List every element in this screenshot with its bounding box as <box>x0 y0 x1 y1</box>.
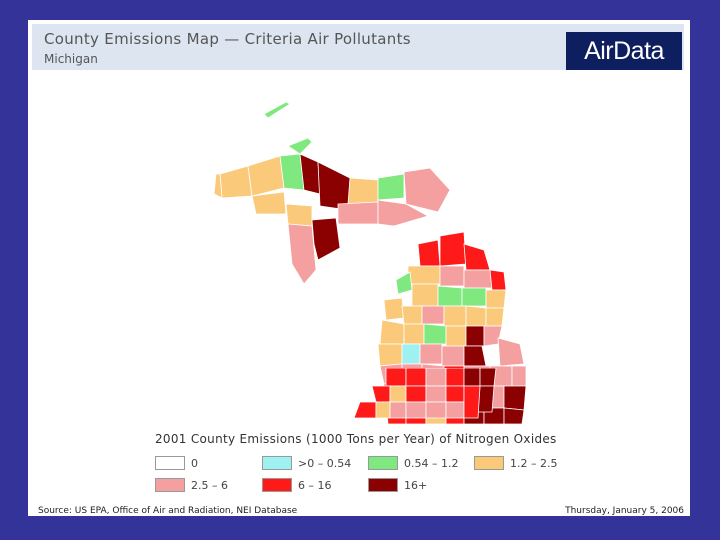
legend-swatch <box>262 456 292 470</box>
legend-swatch <box>155 456 185 470</box>
legend-label: 6 – 16 <box>298 478 332 492</box>
legend-label: 0 <box>191 456 198 470</box>
legend-item: 0.54 – 1.2 <box>368 456 458 470</box>
county-huron <box>497 337 525 367</box>
county-chippewa <box>403 167 451 213</box>
county-isle-royale <box>263 101 291 119</box>
source-note: Source: US EPA, Office of Air and Radiat… <box>38 506 298 516</box>
legend-swatch <box>474 456 504 470</box>
legend-label: 1.2 – 2.5 <box>510 456 558 470</box>
legend-item: 2.5 – 6 <box>155 478 228 492</box>
legend-item: 6 – 16 <box>262 478 332 492</box>
southern-michigan-map <box>353 368 497 419</box>
legend-title: 2001 County Emissions (1000 Tons per Yea… <box>155 432 557 446</box>
legend-swatch <box>368 478 398 492</box>
county-delta <box>311 217 341 261</box>
legend-swatch <box>262 478 292 492</box>
map-title: County Emissions Map — Criteria Air Poll… <box>44 30 411 48</box>
legend-swatch <box>155 478 185 492</box>
map-legend: 0 >0 – 0.54 0.54 – 1.2 1.2 – 2.5 2.5 – 6… <box>28 20 690 516</box>
county-mackinac <box>377 199 430 227</box>
date-stamp: Thursday, January 5, 2006 <box>565 506 684 516</box>
report-header: County Emissions Map — Criteria Air Poll… <box>32 24 684 70</box>
legend-label: 2.5 – 6 <box>191 478 228 492</box>
report-page: County Emissions Map — Criteria Air Poll… <box>28 20 690 516</box>
county-washtenaw-s <box>463 385 481 419</box>
county-menominee <box>287 223 317 285</box>
county-macomb <box>503 407 525 424</box>
legend-label: 0.54 – 1.2 <box>404 456 459 470</box>
map-subtitle: Michigan <box>44 52 98 66</box>
legend-label: >0 – 0.54 <box>298 456 352 470</box>
county-gogebic-west <box>213 173 223 199</box>
county-keweenaw <box>287 137 313 155</box>
legend-item: 1.2 – 2.5 <box>474 456 557 470</box>
airdata-logo: AirData <box>566 32 682 70</box>
county-luce <box>377 173 405 201</box>
legend-swatch <box>368 456 398 470</box>
legend-item: 16+ <box>368 478 427 492</box>
legend-item: 0 <box>155 456 198 470</box>
county-arenac <box>483 325 503 347</box>
legend-label: 16+ <box>404 478 428 492</box>
legend-item: >0 – 0.54 <box>262 456 351 470</box>
county-iron <box>251 191 287 215</box>
